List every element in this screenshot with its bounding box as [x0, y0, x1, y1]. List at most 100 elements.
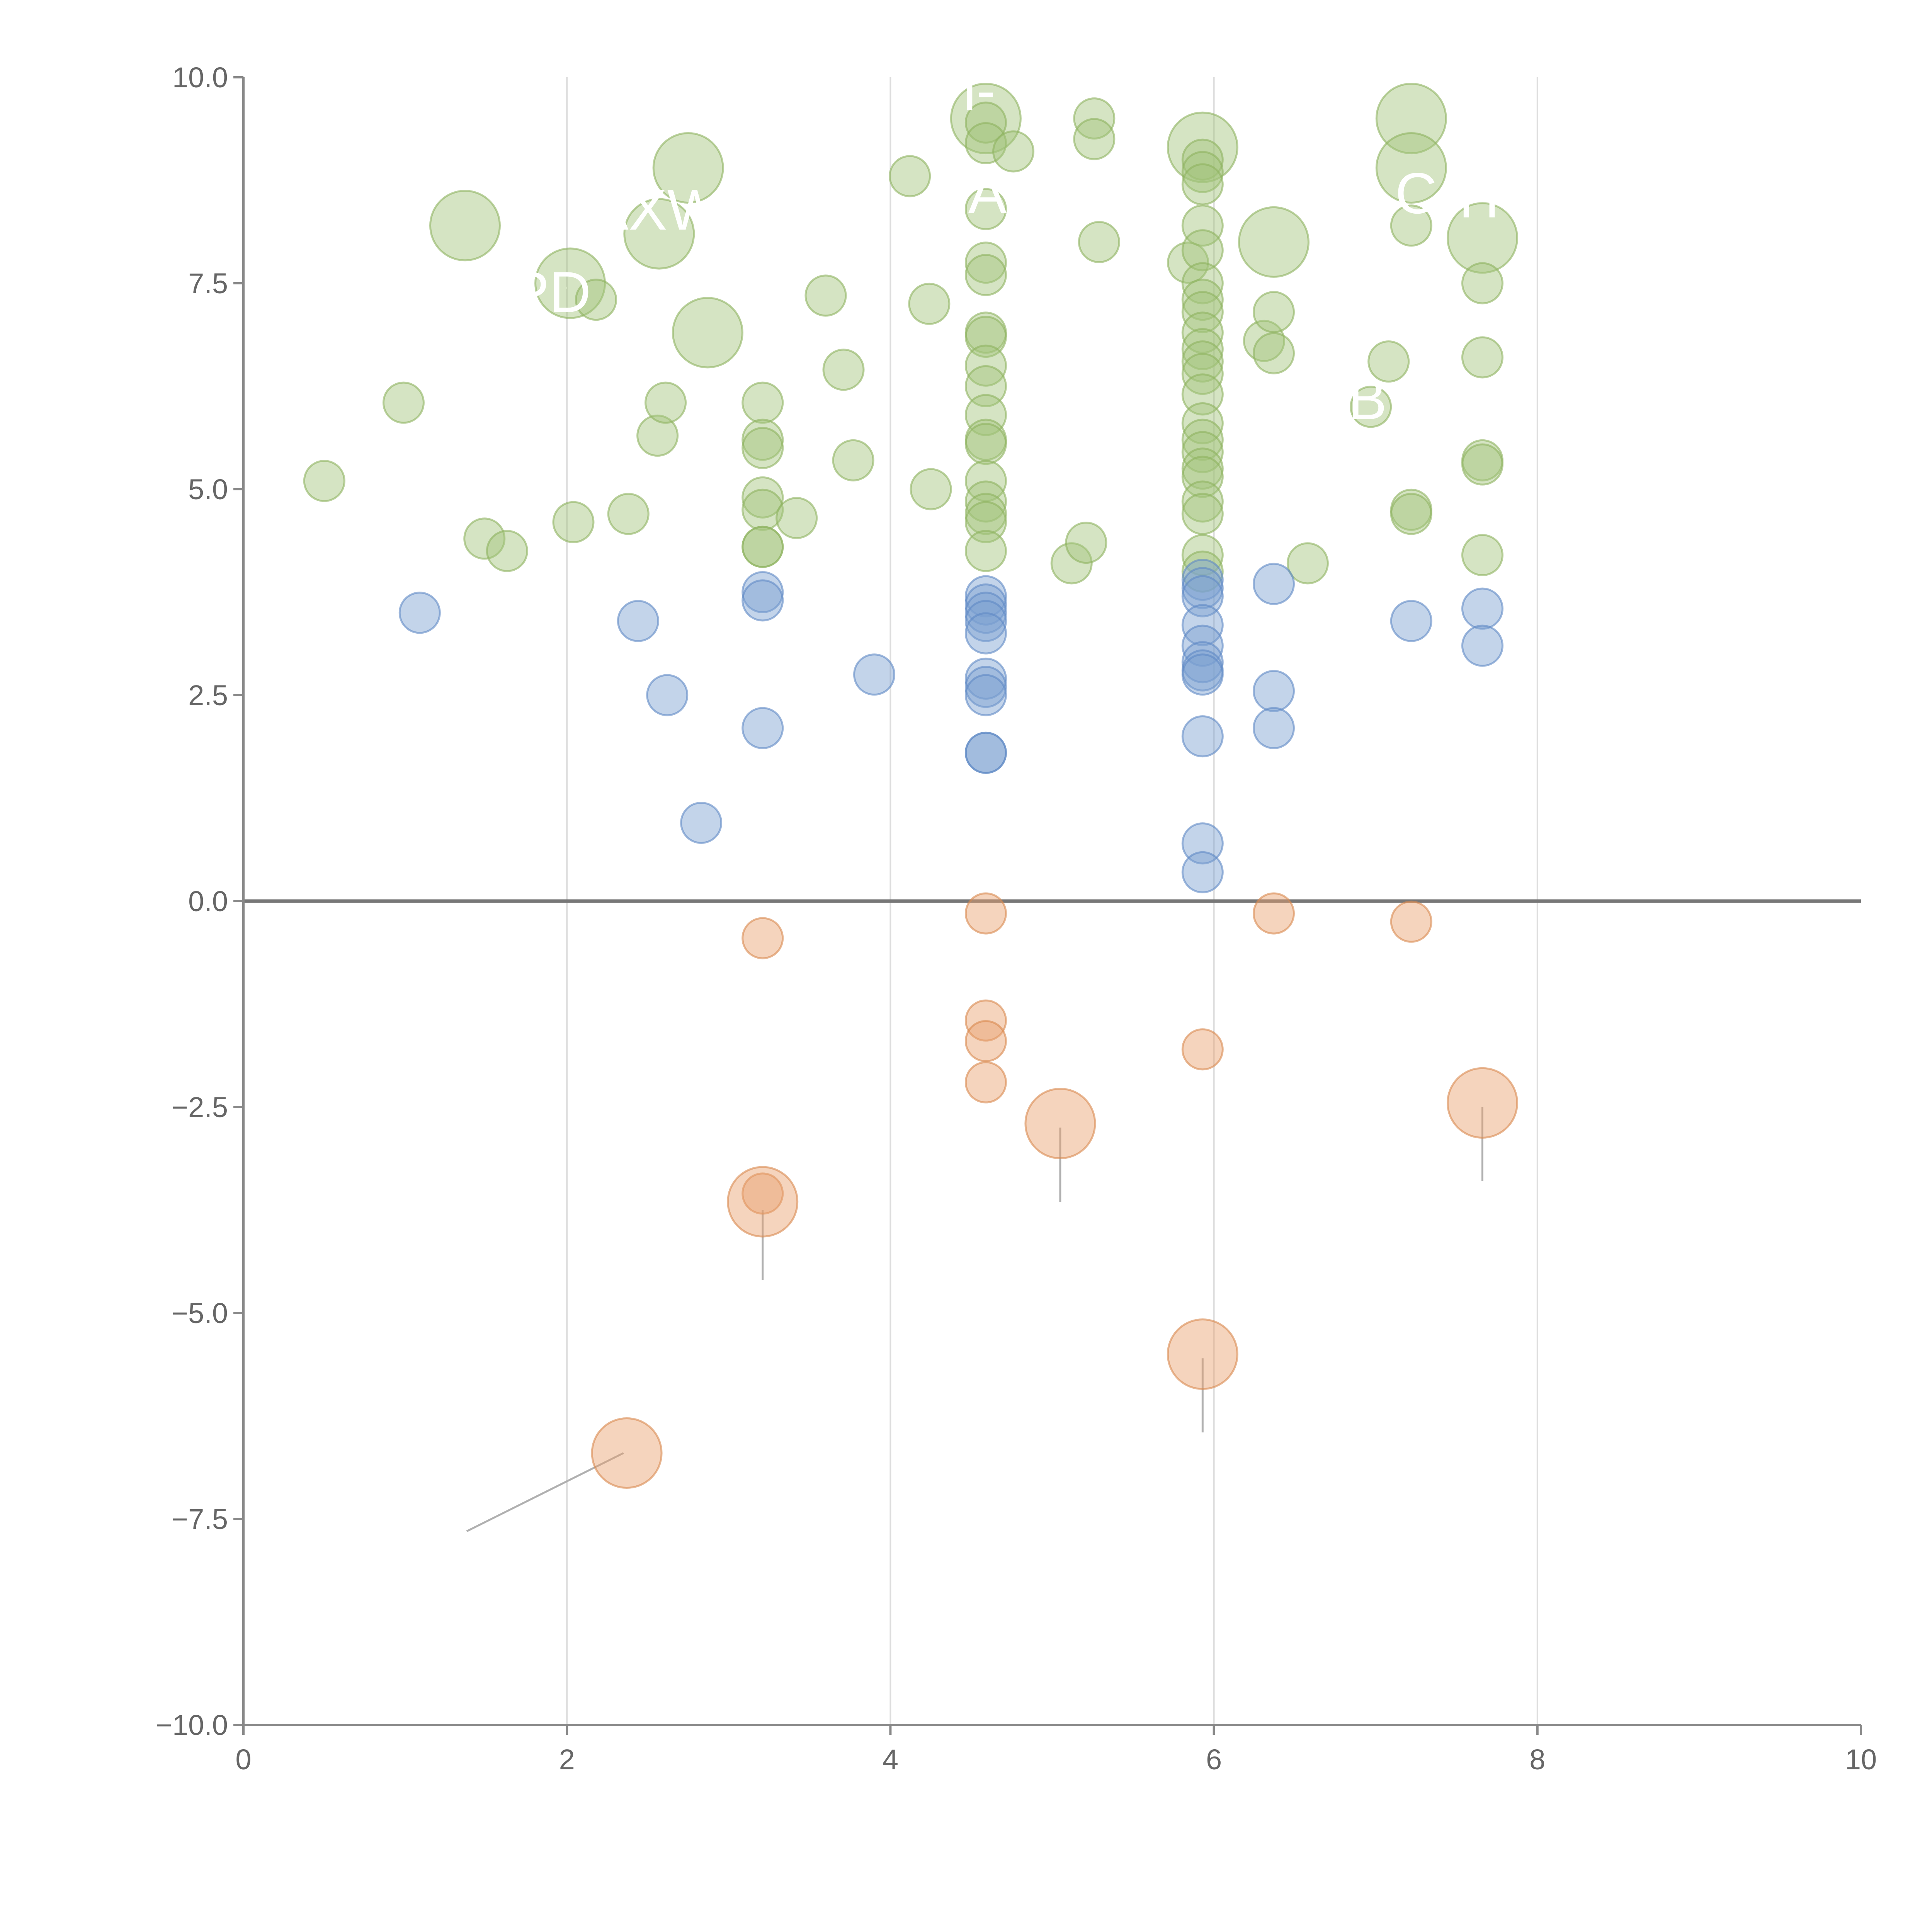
- point-label: PD: [510, 260, 591, 325]
- orange-point: [1446, 1067, 1518, 1139]
- green-point: [1065, 522, 1107, 564]
- green-point: [1461, 262, 1503, 304]
- y-tick-label: 2.5: [188, 679, 228, 711]
- green-point: [1238, 206, 1310, 278]
- y-tick-label: 5.0: [188, 473, 228, 505]
- x-tick-label: 8: [1529, 1743, 1545, 1776]
- green-point: [822, 349, 865, 391]
- orange-point: [1390, 900, 1432, 943]
- orange-point: [964, 1020, 1007, 1062]
- blue-point: [1181, 575, 1224, 617]
- green-point: [1181, 229, 1224, 272]
- green-point: [1181, 204, 1224, 247]
- blue-point: [617, 600, 659, 642]
- green-point: [1461, 336, 1503, 379]
- blue-point: [742, 707, 784, 749]
- ticks: 10.0 7.5 5.0 2.5 0.0 −2.5 −5.0 −7.5 −10.00 2 4 6 8 10: [156, 61, 1877, 1776]
- green-point: [742, 476, 784, 519]
- green-point: [1181, 402, 1224, 444]
- green-point: [1181, 151, 1224, 193]
- green-point: [964, 530, 1007, 572]
- label-leader-line: [1464, 241, 1483, 259]
- green-point: [776, 497, 818, 539]
- green-point: [742, 427, 784, 469]
- blue-point: [1461, 587, 1503, 630]
- orange-point: [964, 892, 1007, 935]
- y-tick-label: −10.0: [156, 1709, 228, 1741]
- green-point: [1252, 291, 1295, 333]
- blue-point: [964, 674, 1007, 716]
- green-point: [1375, 132, 1447, 204]
- blue-point: [1181, 822, 1224, 865]
- green-point: [1181, 418, 1224, 461]
- green-point: [1181, 480, 1224, 523]
- green-point: [382, 381, 425, 424]
- point-labels: l- AXW PD A C IT B: [510, 58, 1510, 432]
- green-point: [575, 279, 617, 321]
- green-point: [1375, 83, 1447, 155]
- blue-point: [398, 592, 441, 634]
- green-point: [1181, 163, 1224, 206]
- green-point: [1181, 328, 1224, 371]
- green-point: [645, 381, 687, 424]
- point-label: AXW: [590, 177, 722, 242]
- label-leader-line: [1375, 381, 1409, 404]
- green-point: [486, 530, 528, 572]
- green-point: [1181, 340, 1224, 383]
- blue-point: [964, 612, 1007, 655]
- green-point: [964, 365, 1007, 407]
- blue-point: [680, 801, 723, 844]
- label-leader-line: [437, 212, 463, 226]
- orange-point: [1024, 1088, 1096, 1160]
- label-leader-line: [692, 171, 721, 189]
- blue-point: [646, 674, 689, 716]
- point-label: C: [1395, 161, 1437, 226]
- green-point: [908, 282, 951, 325]
- green-point: [623, 198, 695, 270]
- green-point: [672, 297, 743, 369]
- green-point: [1181, 431, 1224, 473]
- x-tick-label: 4: [883, 1743, 898, 1776]
- blue-point: [964, 600, 1007, 642]
- x-tick-label: 2: [559, 1743, 575, 1776]
- green-point: [1181, 279, 1224, 321]
- green-point: [1167, 111, 1238, 183]
- point-label: l-: [963, 58, 995, 122]
- green-point: [1286, 542, 1329, 585]
- green-point: [429, 190, 501, 262]
- x-tick-label: 0: [235, 1743, 251, 1776]
- green-point: [964, 242, 1007, 284]
- green-point: [910, 468, 952, 510]
- green-point: [652, 132, 724, 204]
- green-point: [1181, 456, 1224, 498]
- green-point: [964, 394, 1007, 436]
- x-tick-label: 10: [1845, 1743, 1877, 1776]
- blue-point: [964, 731, 1007, 774]
- green-point: [1461, 443, 1503, 486]
- green-point: [1350, 386, 1392, 428]
- label-leader-line: [707, 336, 730, 354]
- point-label: B: [1348, 367, 1387, 432]
- orange-point: [1181, 1028, 1224, 1071]
- y-tick-label: 10.0: [172, 61, 228, 94]
- green-point: [1181, 534, 1224, 577]
- green-point: [889, 155, 931, 197]
- green-point: [1181, 493, 1224, 535]
- label-leader-line: [744, 389, 764, 408]
- orange-point: [591, 1417, 663, 1489]
- green-point: [1181, 311, 1224, 354]
- orange-point: [742, 1172, 784, 1215]
- label-leader-line: [1181, 649, 1204, 671]
- green-point: [964, 316, 1007, 358]
- blue-point: [1461, 624, 1503, 667]
- green-point: [964, 501, 1007, 543]
- label-leader-line: [1391, 159, 1412, 173]
- green-point: [1390, 493, 1432, 535]
- blue-point: [1181, 715, 1224, 758]
- orange-point: [742, 917, 784, 959]
- green-point: [636, 414, 679, 457]
- orange-point: [1167, 1318, 1238, 1390]
- orange-point: [727, 1166, 799, 1238]
- blue-point: [1181, 624, 1224, 667]
- blue-point: [1390, 600, 1432, 642]
